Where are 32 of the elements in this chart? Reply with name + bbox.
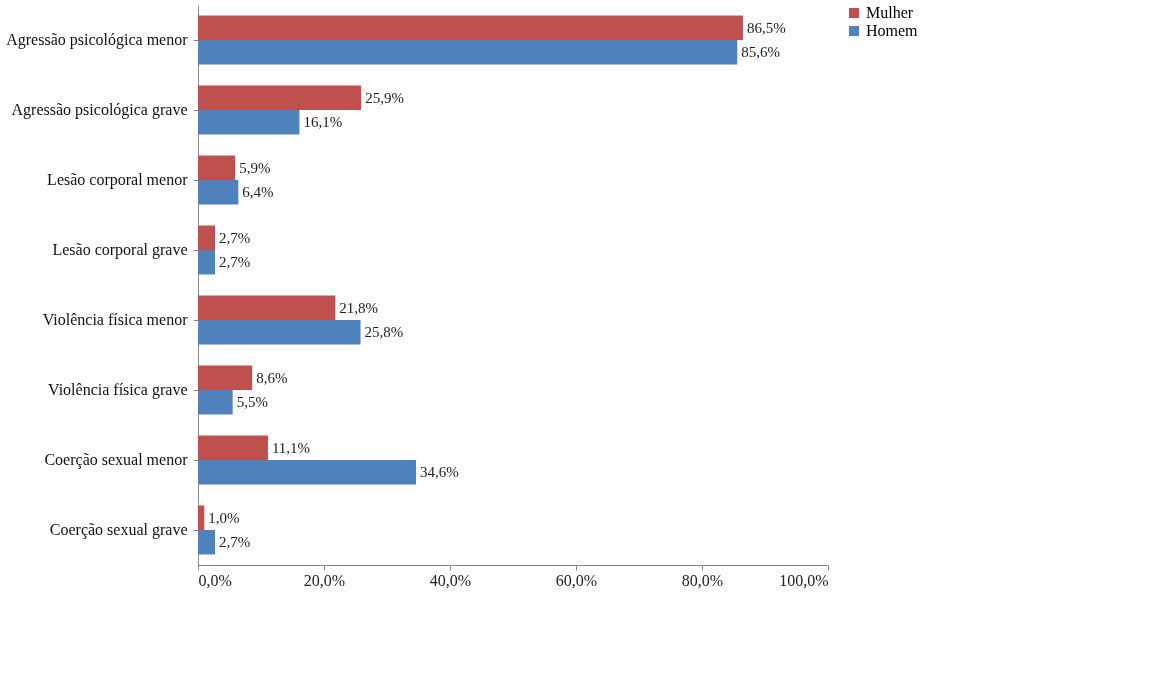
x-tick-label: 0,0% xyxy=(198,571,232,589)
data-label: 2,7% xyxy=(219,229,251,246)
data-label: 2,7% xyxy=(219,534,251,551)
x-tick-label: 60,0% xyxy=(555,571,598,589)
x-tick-label: 40,0% xyxy=(429,571,472,589)
y-tick-label: Violência física menor xyxy=(42,311,189,328)
data-label: 8,6% xyxy=(256,369,288,386)
data-label: 5,9% xyxy=(239,159,271,176)
y-tick-label: Lesão corporal menor xyxy=(47,171,189,189)
data-label: 34,6% xyxy=(419,464,459,481)
y-tick-label: Violência física grave xyxy=(48,381,188,399)
y-tick-label: Coerção sexual menor xyxy=(44,451,189,469)
y-tick-label: Agressão psicológica grave xyxy=(11,101,188,119)
data-label: 16,1% xyxy=(303,114,343,131)
data-label: 11,1% xyxy=(271,439,311,456)
legend-label: Homem xyxy=(866,22,919,39)
x-tick-label: 20,0% xyxy=(303,571,346,589)
data-label: 1,0% xyxy=(208,509,240,526)
legend-label: Mulher xyxy=(866,4,914,21)
data-label: 2,7% xyxy=(219,254,251,271)
data-label: 21,8% xyxy=(339,299,379,316)
data-label: 25,9% xyxy=(365,89,404,106)
y-tick-label: Lesão corporal grave xyxy=(52,241,188,259)
y-tick-label: Coerção sexual grave xyxy=(49,521,188,539)
x-tick-label: 80,0% xyxy=(681,571,724,589)
data-label: 5,5% xyxy=(236,394,268,411)
data-label: 25,8% xyxy=(364,324,404,341)
x-tick-label: 100,0% xyxy=(779,571,829,589)
data-label: 86,5% xyxy=(746,19,786,36)
data-label: 85,6% xyxy=(741,44,781,61)
data-label: 6,4% xyxy=(242,184,274,201)
y-tick-label: Agressão psicológica menor xyxy=(6,31,189,49)
